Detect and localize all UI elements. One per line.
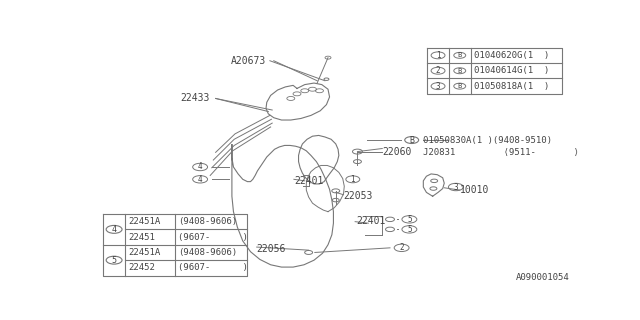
Text: 5: 5 (111, 256, 116, 265)
Text: 10010: 10010 (460, 185, 489, 195)
Text: 4: 4 (111, 225, 116, 234)
Text: 4: 4 (198, 175, 202, 184)
Text: 2: 2 (399, 243, 404, 252)
Text: 22401: 22401 (294, 176, 324, 186)
Text: 1: 1 (351, 175, 355, 184)
Text: 22060: 22060 (382, 147, 412, 156)
Text: 2: 2 (436, 66, 440, 75)
Text: (9607-      ): (9607- ) (179, 263, 248, 272)
Text: 22401: 22401 (356, 216, 386, 226)
Text: B: B (458, 83, 462, 89)
Text: B: B (458, 68, 462, 74)
Text: 5: 5 (407, 215, 412, 224)
Text: 1: 1 (436, 51, 440, 60)
Text: 22451: 22451 (128, 233, 155, 242)
Text: 01050818A(1  ): 01050818A(1 ) (474, 82, 549, 91)
Text: (9408-9606): (9408-9606) (179, 217, 237, 226)
Text: 3: 3 (436, 82, 440, 91)
Text: 22452: 22452 (128, 263, 155, 272)
Text: 22053: 22053 (344, 191, 373, 201)
Text: 4: 4 (198, 163, 202, 172)
Text: J20831         ⟨9511-       ⟩: J20831 ⟨9511- ⟩ (423, 148, 579, 157)
Text: 01040614G(1  ): 01040614G(1 ) (474, 66, 549, 75)
Text: (9607-      ): (9607- ) (179, 233, 248, 242)
Text: 22451A: 22451A (128, 248, 160, 257)
Text: 5: 5 (407, 225, 412, 234)
Text: 22451A: 22451A (128, 217, 160, 226)
Text: B: B (409, 136, 414, 145)
Text: A090001054: A090001054 (516, 273, 570, 282)
Text: B: B (458, 52, 462, 58)
Text: 22056: 22056 (257, 244, 286, 254)
Text: (9408-9606): (9408-9606) (179, 248, 237, 257)
Text: 01050830A(1 )(9408-9510): 01050830A(1 )(9408-9510) (423, 136, 552, 145)
Text: 22433: 22433 (180, 93, 210, 103)
Text: A20673: A20673 (231, 56, 266, 66)
Text: 3: 3 (454, 182, 458, 191)
Text: 01040620G(1  ): 01040620G(1 ) (474, 51, 549, 60)
